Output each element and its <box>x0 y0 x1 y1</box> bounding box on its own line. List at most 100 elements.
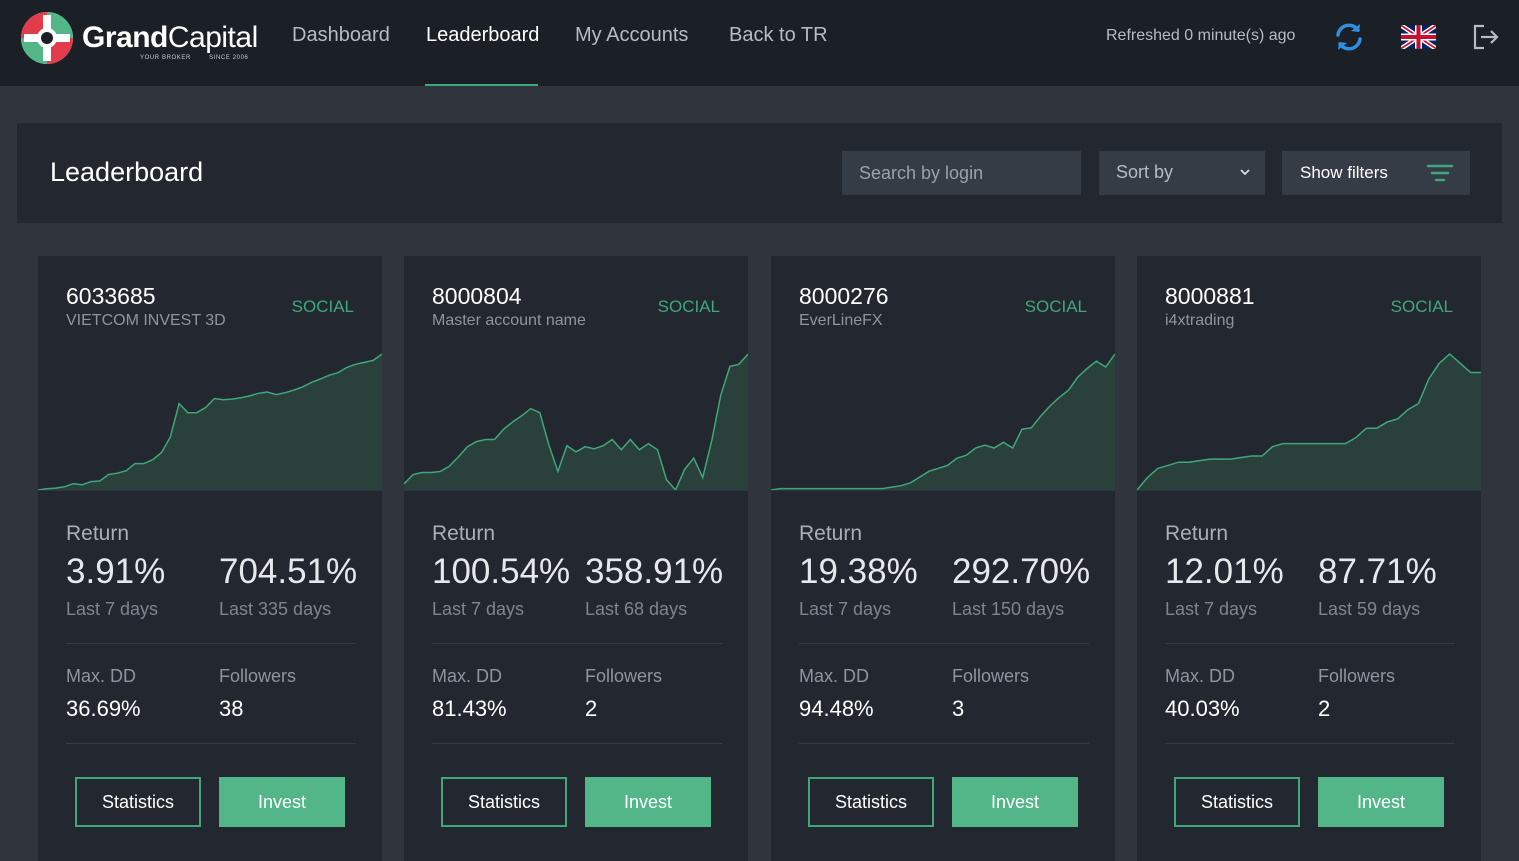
card-separator <box>799 643 1089 644</box>
uk-flag-icon[interactable] <box>1401 25 1436 49</box>
max-dd-label: Max. DD <box>799 666 870 686</box>
equity-area <box>38 354 382 490</box>
followers-label: Followers <box>952 666 1030 686</box>
account-name: EverLineFX <box>799 312 883 329</box>
equity-chart <box>404 353 748 491</box>
return-short-period: Last 7 days <box>66 599 159 619</box>
invest-button[interactable]: Invest <box>952 777 1078 827</box>
equity-line <box>404 353 748 491</box>
card-separator <box>799 743 1089 744</box>
return-short-period: Last 7 days <box>799 599 892 619</box>
chevron-down-icon <box>1240 169 1250 176</box>
return-short-period: Last 7 days <box>432 599 525 619</box>
followers-label: Followers <box>1318 666 1396 686</box>
return-label: Return <box>1165 522 1229 545</box>
return-long-period: Last 59 days <box>1318 599 1421 619</box>
equity-line <box>771 353 1115 491</box>
filter-icon <box>1426 164 1454 182</box>
card-separator <box>66 743 356 744</box>
account-name: Master account name <box>432 312 586 329</box>
sort-select[interactable]: Sort by <box>1099 151 1265 195</box>
return-long-value: 704.51% <box>219 552 358 591</box>
equity-chart <box>38 353 382 491</box>
invest-button[interactable]: Invest <box>219 777 345 827</box>
leaderboard-card-8000881: 8000881 i4xtrading SOCIAL Return 12.01% … <box>1137 256 1481 861</box>
return-short-value: 3.91% <box>66 552 166 591</box>
followers-value: 3 <box>952 696 965 721</box>
max-dd-value: 40.03% <box>1165 696 1240 721</box>
account-type-badge: SOCIAL <box>1390 297 1453 316</box>
statistics-button[interactable]: Statistics <box>441 777 567 827</box>
equity-chart <box>771 353 1115 491</box>
card-separator <box>432 643 722 644</box>
max-dd-value: 81.43% <box>432 696 507 721</box>
account-login: 8000276 <box>799 283 889 309</box>
followers-label: Followers <box>219 666 297 686</box>
statistics-button[interactable]: Statistics <box>808 777 934 827</box>
logo[interactable]: GrandCapital YOUR BROKER SINCE 2006 <box>20 11 260 65</box>
logo-tagline: YOUR BROKER SINCE 2006 <box>140 55 248 61</box>
invest-button[interactable]: Invest <box>585 777 711 827</box>
logo-text-bold: Grand <box>82 21 168 54</box>
return-short-value: 19.38% <box>799 552 918 591</box>
return-long-period: Last 68 days <box>585 599 688 619</box>
refreshed-status: Refreshed 0 minute(s) ago <box>1106 27 1296 44</box>
return-long-period: Last 150 days <box>952 599 1065 619</box>
leaderboard-header: Leaderboard Sort by Show filters <box>17 123 1502 223</box>
nav-back-to-tr[interactable]: Back to TR <box>729 24 828 46</box>
leaderboard-card-8000804: 8000804 Master account name SOCIAL Retur… <box>404 256 748 861</box>
search-input[interactable] <box>842 151 1081 195</box>
logo-tagline-left: YOUR BROKER <box>140 55 191 61</box>
logo-text: GrandCapital <box>82 21 258 55</box>
return-label: Return <box>432 522 496 545</box>
followers-value: 2 <box>1318 696 1331 721</box>
return-long-value: 292.70% <box>952 552 1091 591</box>
return-label: Return <box>66 522 130 545</box>
logo-text-light: Capital <box>167 21 258 54</box>
account-type-badge: SOCIAL <box>657 297 720 316</box>
refresh-icon[interactable] <box>1332 20 1366 54</box>
return-short-value: 100.54% <box>432 552 571 591</box>
account-name: i4xtrading <box>1165 312 1235 329</box>
sort-label: Sort by <box>1116 162 1174 182</box>
logout-icon[interactable] <box>1472 23 1500 51</box>
nav-leaderboard[interactable]: Leaderboard <box>426 24 540 46</box>
return-long-value: 87.71% <box>1318 552 1437 591</box>
card-separator <box>66 643 356 644</box>
max-dd-value: 36.69% <box>66 696 141 721</box>
leaderboard-card-8000276: 8000276 EverLineFX SOCIAL Return 19.38% … <box>771 256 1115 861</box>
nav-my-accounts[interactable]: My Accounts <box>575 24 689 46</box>
card-separator <box>432 743 722 744</box>
return-long-period: Last 335 days <box>219 599 332 619</box>
account-login: 6033685 <box>66 283 156 309</box>
return-label: Return <box>799 522 863 545</box>
followers-value: 38 <box>219 696 244 721</box>
max-dd-label: Max. DD <box>1165 666 1236 686</box>
card-divider <box>38 490 382 491</box>
equity-area <box>404 354 748 490</box>
logo-mark-icon <box>21 12 73 64</box>
top-nav: GrandCapital YOUR BROKER SINCE 2006 Dash… <box>0 0 1519 86</box>
return-short-period: Last 7 days <box>1165 599 1258 619</box>
nav-dashboard[interactable]: Dashboard <box>292 24 390 46</box>
account-login: 8000881 <box>1165 283 1255 309</box>
card-separator <box>1165 643 1455 644</box>
return-short-value: 12.01% <box>1165 552 1284 591</box>
statistics-button[interactable]: Statistics <box>1174 777 1300 827</box>
equity-line <box>1137 352 1481 491</box>
equity-area <box>771 354 1115 490</box>
max-dd-label: Max. DD <box>66 666 137 686</box>
show-filters-label: Show filters <box>1300 163 1388 182</box>
page-title: Leaderboard <box>50 157 204 187</box>
invest-button[interactable]: Invest <box>1318 777 1444 827</box>
max-dd-label: Max. DD <box>432 666 503 686</box>
followers-value: 2 <box>585 696 598 721</box>
card-divider <box>404 490 748 491</box>
card-divider <box>1137 490 1481 491</box>
account-login: 8000804 <box>432 283 522 309</box>
card-separator <box>1165 743 1455 744</box>
logo-tagline-right: SINCE 2006 <box>209 55 249 61</box>
statistics-button[interactable]: Statistics <box>75 777 201 827</box>
show-filters-button[interactable]: Show filters <box>1282 151 1470 195</box>
return-long-value: 358.91% <box>585 552 724 591</box>
